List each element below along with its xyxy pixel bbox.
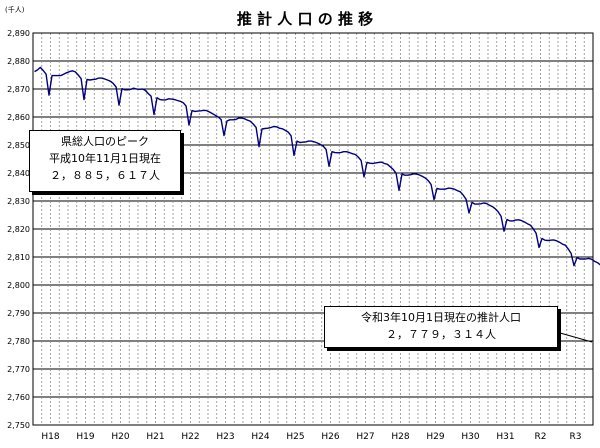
peak-callout-line: 県総人口のピーク [61,135,149,148]
y-tick-label: 2,870 [7,85,30,94]
y-tick-label: 2,850 [7,141,30,150]
latest-population-callout: 令和3年10月1日現在の推計人口 ２，７７９，３１４人 [324,306,558,348]
y-tick-label: 2,800 [7,281,30,290]
chart-title: 推 計 人 口 の 推 移 [237,10,373,28]
y-tick-label: 2,770 [7,365,30,374]
y-tick-label: 2,890 [7,29,30,38]
x-tick-label: H18 [41,432,59,442]
x-tick-label: H20 [111,432,129,442]
peak-callout-line: ２，８８５，６１７人 [50,169,160,182]
callout-leader-line [552,330,593,343]
x-tick-label: H23 [216,432,234,442]
y-tick-label: 2,810 [7,253,30,262]
x-tick-label: H24 [251,432,269,442]
latest-callout-line: 令和3年10月1日現在の推計人口 [361,311,521,324]
x-tick-label: H29 [426,432,444,442]
y-tick-label: 2,880 [7,57,30,66]
plot-area-frame [32,32,594,426]
y-tick-label: 2,840 [7,169,30,178]
x-tick-label: H19 [76,432,94,442]
latest-callout-line: ２，７７９，３１４人 [386,328,496,341]
population-series-line [34,66,600,267]
x-tick-label: H21 [146,432,164,442]
x-tick-label: H28 [391,432,409,442]
gridlines [33,33,593,425]
y-tick-label: 2,790 [7,309,30,318]
y-tick-label: 2,820 [7,225,30,234]
y-tick-label: 2,860 [7,113,30,122]
series-layer [34,66,600,267]
y-axis-unit-label: (千人) [5,5,25,14]
y-tick-label: 2,760 [7,393,30,402]
peak-callout-line: 平成10年11月1日現在 [49,152,161,165]
x-tick-label: R2 [535,432,547,442]
x-tick-label: H26 [321,432,339,442]
x-tick-label: H22 [181,432,199,442]
x-tick-label: R3 [570,432,582,442]
axis-ticks: 2,750 2,760 2,770 2,780 2,790 2,800 2,810 2,820… [7,29,581,442]
y-tick-label: 2,750 [7,421,30,430]
peak-population-callout: 県総人口のピーク 平成10年11月1日現在 ２，８８５，６１７人 [29,130,181,192]
x-tick-label: H30 [461,432,479,442]
x-tick-label: H31 [496,432,514,442]
x-tick-label: H25 [286,432,304,442]
x-tick-label: H27 [356,432,374,442]
y-tick-label: 2,780 [7,337,30,346]
y-tick-label: 2,830 [7,197,30,206]
